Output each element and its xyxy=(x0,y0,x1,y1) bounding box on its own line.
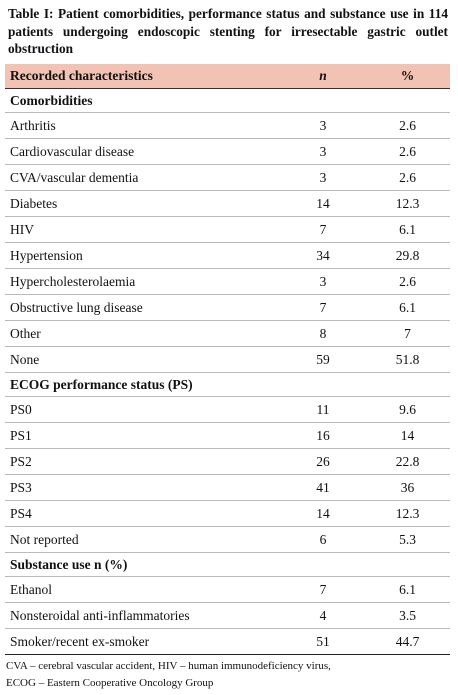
table-cell: 2.6 xyxy=(399,273,416,289)
table-cell: 16 xyxy=(316,427,330,443)
table-cell: 11 xyxy=(316,401,330,417)
section-row: Comorbidities xyxy=(5,89,450,113)
table-cell: 26 xyxy=(316,453,330,469)
table-cell: 36 xyxy=(400,479,415,495)
table-cell: 41 xyxy=(316,479,330,495)
table-cell: Not reported xyxy=(10,531,79,547)
table-cell: Other xyxy=(10,325,41,341)
data-row: PS0 11 9.6 xyxy=(5,397,450,423)
table-cell: 12.3 xyxy=(395,505,420,521)
footnote: CVA – cerebral vascular accident, HIV – … xyxy=(6,660,331,672)
data-row: PS3 41 36 xyxy=(5,475,450,501)
header-cell: Recorded characteristics xyxy=(10,68,153,83)
table-cell: Cardiovascular disease xyxy=(10,143,135,159)
data-row: Ethanol 7 6.1 xyxy=(5,577,450,603)
table-cell: 6.1 xyxy=(399,299,416,315)
table-cell: 6.1 xyxy=(399,581,416,597)
table-cell: Arthritis xyxy=(10,117,56,133)
table-cell: HIV xyxy=(10,221,34,237)
section-title: Substance use n (%) xyxy=(10,556,128,572)
table-cell: 12.3 xyxy=(395,195,420,211)
table-cell: PS4 xyxy=(10,505,32,521)
table-cell: PS0 xyxy=(10,401,32,417)
data-row: CVA/vascular dementia 3 2.6 xyxy=(5,165,450,191)
table-cell: 44.7 xyxy=(395,633,420,649)
table-cell: 3 xyxy=(319,117,327,133)
table-cell: 7 xyxy=(404,325,411,341)
data-row: Smoker/recent ex-smoker 51 44.7 xyxy=(5,629,450,655)
section-title: ECOG performance status (PS) xyxy=(10,376,193,392)
table-cell: 29.8 xyxy=(395,247,420,263)
table-cell: Nonsteroidal anti-inflammatories xyxy=(10,607,190,623)
data-row: Arthritis 3 2.6 xyxy=(5,113,450,139)
table-cell: Hypercholesterolaemia xyxy=(10,273,136,289)
data-row: Diabetes 14 12.3 xyxy=(5,191,450,217)
table-cell: Smoker/recent ex-smoker xyxy=(10,633,150,649)
table-cell: Diabetes xyxy=(10,195,58,211)
data-row: Cardiovascular disease 3 2.6 xyxy=(5,139,450,165)
data-row: PS4 14 12.3 xyxy=(5,501,450,527)
table-cell: Obstructive lung disease xyxy=(10,299,143,315)
data-row: Hypercholesterolaemia 3 2.6 xyxy=(5,269,450,295)
table-cell: 22.8 xyxy=(395,453,420,469)
table-cell: 3 xyxy=(319,273,327,289)
table-cell: 6.1 xyxy=(399,221,416,237)
table-cell: 3 xyxy=(319,169,327,185)
table-cell: 51.8 xyxy=(395,351,420,367)
table-cell: 51 xyxy=(316,633,330,649)
data-row: Obstructive lung disease 7 6.1 xyxy=(5,295,450,321)
table-cell: 14 xyxy=(400,427,415,443)
header-cell: % xyxy=(400,68,415,83)
section-row: Substance use n (%) xyxy=(5,553,450,577)
table-cell: 2.6 xyxy=(399,117,416,133)
footnote: ECOG – Eastern Cooperative Oncology Grou… xyxy=(6,677,214,689)
table-cell: CVA/vascular dementia xyxy=(10,169,139,185)
table-cell: Hypertension xyxy=(10,247,83,263)
data-row: Nonsteroidal anti-inflammatories 4 3.5 xyxy=(5,603,450,629)
table-cell: 2.6 xyxy=(399,169,416,185)
table-cell: 7 xyxy=(319,221,327,237)
table-cell: Ethanol xyxy=(10,581,52,597)
section-row: ECOG performance status (PS) xyxy=(5,373,450,397)
table-cell: 3 xyxy=(319,143,327,159)
table-cell: 5.3 xyxy=(399,531,416,547)
data-row: PS2 26 22.8 xyxy=(5,449,450,475)
table-cell: 3.5 xyxy=(399,607,416,623)
data-row: Other 8 7 xyxy=(5,321,450,347)
table-cell: 14 xyxy=(316,195,330,211)
header-cell: n xyxy=(319,68,327,83)
table-cell: None xyxy=(10,351,40,367)
data-row: HIV 7 6.1 xyxy=(5,217,450,243)
table-cell: PS3 xyxy=(10,479,32,495)
table-cell: 4 xyxy=(319,607,327,623)
table-title: Table I: Patient comorbidities, performa… xyxy=(8,6,448,56)
table-cell: PS2 xyxy=(10,453,32,469)
table-cell: 9.6 xyxy=(399,401,416,417)
section-title: Comorbidities xyxy=(10,92,93,108)
table-cell: 7 xyxy=(319,581,327,597)
data-row: PS1 16 14 xyxy=(5,423,450,449)
table-cell: 8 xyxy=(319,325,327,341)
table-cell: 59 xyxy=(316,351,330,367)
table-cell: 6 xyxy=(319,531,327,547)
table-cell: 7 xyxy=(319,299,327,315)
data-row: Not reported 6 5.3 xyxy=(5,527,450,553)
table-cell: 34 xyxy=(316,247,330,263)
data-row: None 59 51.8 xyxy=(5,347,450,373)
data-row: Hypertension 34 29.8 xyxy=(5,243,450,269)
table-cell: 2.6 xyxy=(399,143,416,159)
table-cell: 14 xyxy=(316,505,330,521)
table-cell: PS1 xyxy=(10,427,32,443)
table-header: Recorded characteristics n % xyxy=(5,64,450,89)
